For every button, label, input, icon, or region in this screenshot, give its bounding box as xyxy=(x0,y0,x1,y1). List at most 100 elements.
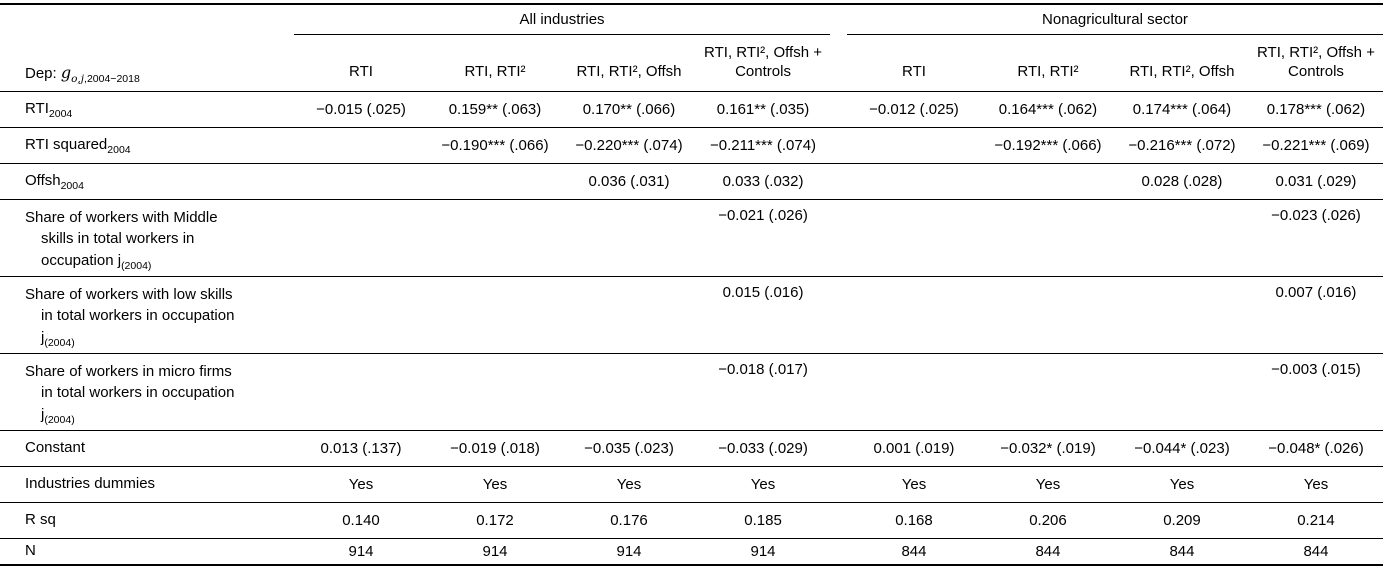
cell-value: 844 xyxy=(980,538,1115,566)
cell-value xyxy=(846,127,981,164)
cell-value xyxy=(980,163,1115,200)
column-header-row: Dep: go,j,2004−2018 RTI RTI, RTI² RTI, R… xyxy=(0,34,1383,92)
cell-value: −0.019 (.018) xyxy=(428,430,562,467)
cell-value: −0.221*** (.069) xyxy=(1248,127,1383,164)
cell-value: 0.036 (.031) xyxy=(562,163,696,200)
row-label-subscript: (2004) xyxy=(121,260,152,272)
table-row: RTI squared2004 −0.190*** (.066) −0.220***… xyxy=(0,127,1383,164)
cell-value: 0.028 (.028) xyxy=(1114,163,1249,200)
cell-value: −0.035 (.023) xyxy=(562,430,696,467)
cell-value: 844 xyxy=(1248,538,1383,566)
cell-value xyxy=(1114,276,1249,354)
column-header-rti2-2: RTI, RTI² xyxy=(980,34,1115,92)
cell-value: −0.032* (.019) xyxy=(980,430,1115,467)
row-label-text: RTI squared2004 xyxy=(25,136,131,157)
row-label-subscript: (2004) xyxy=(44,414,75,426)
cell-value: Yes xyxy=(980,466,1115,503)
group-gap-cell xyxy=(830,430,847,467)
cell-value: 844 xyxy=(846,538,981,566)
table-row: RTI2004 −0.015 (.025) 0.159** (.063) 0.170*… xyxy=(0,91,1383,128)
group-header-all-industries: All industries xyxy=(294,4,831,35)
cell-value: Yes xyxy=(428,466,562,503)
cell-value xyxy=(980,353,1115,431)
cell-value: 0.172 xyxy=(428,502,562,539)
row-label: Offsh2004 xyxy=(0,163,294,200)
dep-subscript: o,j,2004−2018 xyxy=(71,72,140,85)
row-label: Share of workers in micro firms in total… xyxy=(0,353,294,431)
cell-value: 0.013 (.137) xyxy=(294,430,428,467)
cell-value: Yes xyxy=(1114,466,1249,503)
row-label: N xyxy=(0,538,294,566)
cell-value: 0.001 (.019) xyxy=(846,430,981,467)
cell-value: 914 xyxy=(428,538,562,566)
regression-results-table: All industries Nonagricultural sector De… xyxy=(0,3,1383,566)
group-header-row: All industries Nonagricultural sector xyxy=(0,4,1383,35)
table-row: R sq 0.140 0.172 0.176 0.185 0.168 0.206 0.209 0… xyxy=(0,502,1383,539)
group-gap-cell xyxy=(830,163,847,200)
cell-value: −0.048* (.026) xyxy=(1248,430,1383,467)
cell-value xyxy=(846,353,981,431)
row-label-text: Offsh2004 xyxy=(25,172,84,193)
cell-value: −0.015 (.025) xyxy=(294,91,428,128)
cell-value: 0.007 (.016) xyxy=(1248,276,1383,354)
column-header-offsh-2: RTI, RTI², Offsh xyxy=(1114,34,1249,92)
row-label: RTI squared2004 xyxy=(0,127,294,164)
cell-value: −0.033 (.029) xyxy=(696,430,831,467)
cell-value xyxy=(562,199,696,277)
cell-value: −0.190*** (.066) xyxy=(428,127,562,164)
cell-value xyxy=(846,276,981,354)
cell-value: Yes xyxy=(846,466,981,503)
row-label: Constant xyxy=(0,430,294,467)
group-gap-cell xyxy=(830,538,847,566)
table-row: Offsh2004 0.036 (.031) 0.033 (.032) 0.028 (… xyxy=(0,163,1383,200)
cell-value: 0.140 xyxy=(294,502,428,539)
cell-value: −0.211*** (.074) xyxy=(696,127,831,164)
row-label-subscript: 2004 xyxy=(107,144,131,157)
column-header-rti-1: RTI xyxy=(294,34,428,92)
cell-value: 914 xyxy=(562,538,696,566)
cell-value: 914 xyxy=(294,538,428,566)
row-label-text: Share of workers with Middle skills in t… xyxy=(25,208,218,272)
cell-value: −0.018 (.017) xyxy=(696,353,831,431)
cell-value xyxy=(428,199,562,277)
row-label: Industries dummies xyxy=(0,466,294,503)
row-label-subscript: (2004) xyxy=(44,337,75,349)
cell-value xyxy=(294,199,428,277)
cell-value xyxy=(294,127,428,164)
cell-value: 0.214 xyxy=(1248,502,1383,539)
cell-value: 0.161** (.035) xyxy=(696,91,831,128)
group-header-nonagricultural: Nonagricultural sector xyxy=(846,4,1383,35)
column-header-controls-2: RTI, RTI², Offsh + Controls xyxy=(1248,34,1383,92)
cell-value: 0.178*** (.062) xyxy=(1248,91,1383,128)
cell-value: 0.015 (.016) xyxy=(696,276,831,354)
row-label: R sq xyxy=(0,502,294,539)
cell-value xyxy=(428,163,562,200)
cell-value: 0.209 xyxy=(1114,502,1249,539)
column-header-controls-1: RTI, RTI², Offsh + Controls xyxy=(696,34,831,92)
cell-value xyxy=(846,199,981,277)
cell-value xyxy=(294,163,428,200)
cell-value: 0.174*** (.064) xyxy=(1114,91,1249,128)
cell-value xyxy=(562,276,696,354)
row-label-subscript: 2004 xyxy=(60,180,84,193)
cell-value: 914 xyxy=(696,538,831,566)
cell-value: −0.012 (.025) xyxy=(846,91,981,128)
cell-value: −0.003 (.015) xyxy=(1248,353,1383,431)
cell-value xyxy=(980,199,1115,277)
group-gap-cell xyxy=(830,353,847,431)
column-header-rti2-1: RTI, RTI² xyxy=(428,34,562,92)
row-label-text: R sq xyxy=(25,511,56,529)
group-gap-cell xyxy=(830,91,847,128)
cell-value: Yes xyxy=(696,466,831,503)
cell-value xyxy=(980,276,1115,354)
cell-value: 844 xyxy=(1114,538,1249,566)
cell-value xyxy=(294,353,428,431)
cell-value: −0.192*** (.066) xyxy=(980,127,1115,164)
table-row: Share of workers in micro firms in total… xyxy=(0,353,1383,431)
column-header-rti-2: RTI xyxy=(846,34,981,92)
cell-value: −0.021 (.026) xyxy=(696,199,831,277)
row-label: Share of workers with low skills in tota… xyxy=(0,276,294,354)
cell-value xyxy=(428,276,562,354)
row-label-text: Share of workers in micro firms in total… xyxy=(25,362,235,426)
